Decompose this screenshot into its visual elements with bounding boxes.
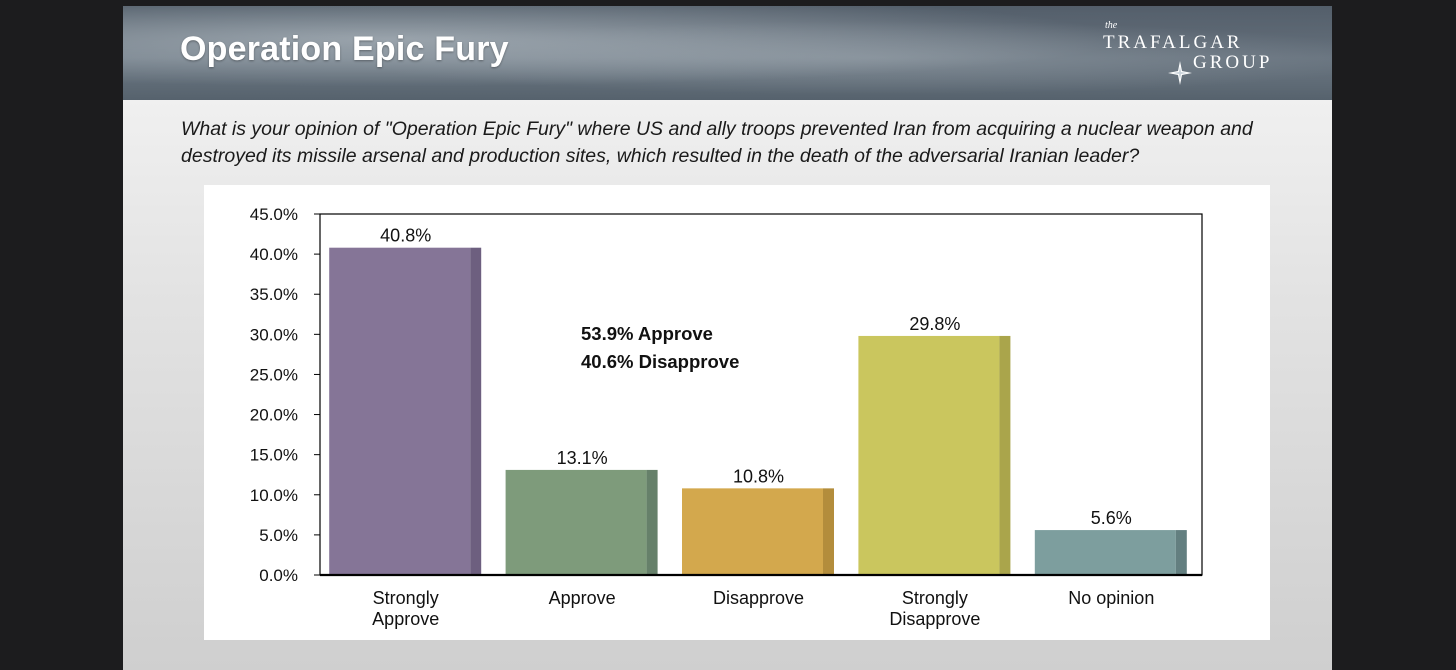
slide-title: Operation Epic Fury [180, 30, 509, 68]
annotation-0: 53.9% Approve [581, 323, 713, 344]
bar-shade-2 [823, 488, 834, 575]
category-label-2: Disapprove [713, 588, 804, 608]
data-label-1: 13.1% [557, 448, 608, 468]
title-banner: Operation Epic Fury the TRAFALGAR GROUP [123, 6, 1332, 100]
data-label-4: 5.6% [1091, 508, 1132, 528]
logo-line-1: TRAFALGAR [1103, 32, 1243, 53]
bar-shade-4 [1175, 530, 1187, 575]
compass-star-icon [1168, 61, 1192, 85]
y-tick-label: 40.0% [250, 245, 298, 264]
y-tick-label: 5.0% [259, 526, 298, 545]
y-tick-label: 20.0% [250, 406, 298, 425]
bar-0 [329, 247, 471, 575]
y-tick-label: 45.0% [250, 205, 298, 224]
annotation-1: 40.6% Disapprove [581, 351, 739, 372]
y-tick-label: 35.0% [250, 285, 298, 304]
data-label-0: 40.8% [380, 226, 431, 246]
y-tick-label: 25.0% [250, 365, 298, 384]
survey-question: What is your opinion of "Operation Epic … [181, 118, 1253, 167]
data-label-2: 10.8% [733, 466, 784, 486]
bar-shade-3 [999, 335, 1011, 575]
category-label-1: Approve [549, 588, 616, 608]
category-label-3: Disapprove [889, 609, 980, 629]
y-tick-label: 15.0% [250, 446, 298, 465]
category-label-0: Strongly [373, 588, 439, 608]
logo-line-2: GROUP [1193, 52, 1273, 73]
bar-shade-0 [470, 247, 482, 575]
category-label-0: Approve [372, 609, 439, 629]
bar-4 [1034, 530, 1176, 575]
bar-3 [858, 335, 1000, 575]
bar-chart: 0.0% 5.0% 10.0% 15.0% 20.0% 25.0% 30.0% 35.0% 40… [250, 205, 1203, 629]
logo-the-text: the [1105, 20, 1118, 31]
trafalgar-group-logo: the TRAFALGAR GROUP [1101, 20, 1291, 92]
category-label-3: Strongly [902, 588, 968, 608]
bar-2 [682, 488, 823, 575]
bar-shade-1 [646, 469, 658, 575]
chart-panel: 0.0% 5.0% 10.0% 15.0% 20.0% 25.0% 30.0% 35.0% 40… [204, 185, 1270, 640]
bar-1 [505, 469, 647, 575]
slide: Operation Epic Fury the TRAFALGAR GROUP … [123, 6, 1332, 670]
y-tick-label: 10.0% [250, 486, 298, 505]
data-label-3: 29.8% [909, 314, 960, 334]
y-tick-label: 0.0% [259, 566, 298, 585]
y-tick-label: 30.0% [250, 325, 298, 344]
category-label-4: No opinion [1068, 588, 1154, 608]
